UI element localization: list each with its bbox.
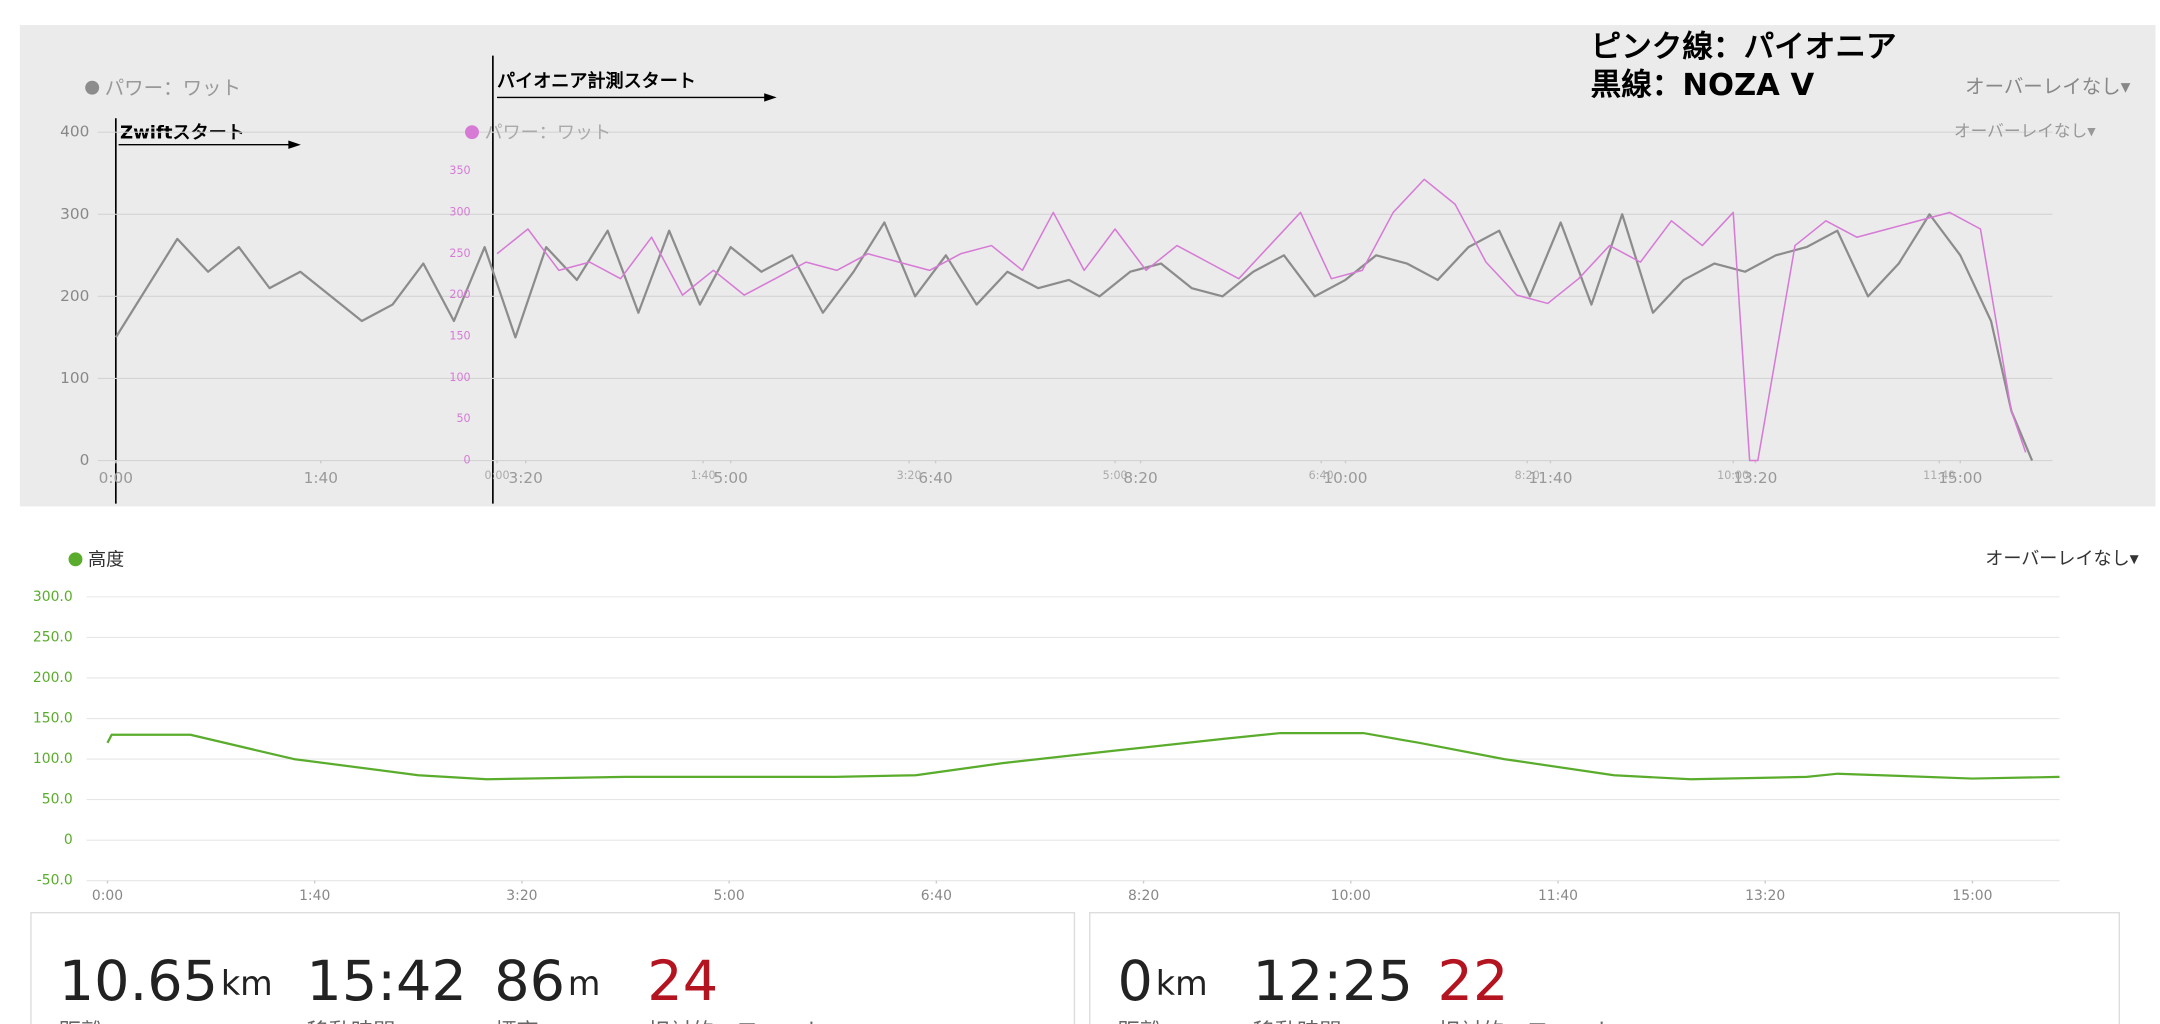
stat-value: 15:42 [306, 949, 466, 1014]
stat-number: 15:42 [306, 949, 466, 1014]
x-tick-label: 10:00 [1323, 469, 1367, 487]
stat-number: 12:25 [1253, 949, 1413, 1014]
y-tick-label: 300.0 [33, 589, 73, 605]
legend-marker [85, 80, 100, 95]
stat-label: 距離 [59, 1019, 104, 1024]
stat-unit: km [1156, 964, 1208, 1003]
x-tick-label: 11:40 [1923, 469, 1955, 482]
stats-panel [30, 912, 1076, 1024]
y-tick-label: 200 [60, 287, 89, 305]
y-tick-label: 0 [464, 454, 471, 467]
arrowhead [764, 93, 777, 102]
x-tick-label: 0:00 [92, 888, 123, 904]
y-tick-label: 250 [449, 247, 470, 260]
x-tick-label: 1:40 [691, 469, 716, 482]
annotation: Zwiftスタート [120, 123, 245, 144]
data-line [496, 178, 2027, 462]
y-tick-label: 200.0 [33, 670, 73, 686]
x-tick-label: 8:20 [1128, 888, 1159, 904]
annotation: 黒線：NOZA V [1591, 68, 1815, 103]
stat-label: 相対的エフォート [1438, 1019, 1616, 1024]
stat-label: 相対的エフォート [647, 1019, 825, 1024]
stat-value: 10.65 km [59, 949, 273, 1014]
y-tick-label: 300 [449, 205, 470, 218]
stat-label: 移動時間 [306, 1019, 395, 1024]
y-tick-label: 0 [64, 832, 73, 848]
stat-value: 12:25 [1253, 949, 1413, 1014]
legend-label: パワー：ワット [485, 123, 612, 144]
stat-unit: km [221, 964, 273, 1003]
x-tick-label: 0:00 [485, 469, 510, 482]
overlay-menu[interactable]: オーバーレイなし▾ [1965, 75, 2131, 98]
stats-panel [1089, 912, 2120, 1024]
x-tick-label: 3:20 [506, 888, 537, 904]
x-tick-label: 0:00 [99, 469, 133, 487]
y-tick-label: 150 [449, 329, 470, 342]
y-tick-label: 100 [449, 371, 470, 384]
x-tick-label: 3:20 [509, 469, 543, 487]
stat-label: 移動時間 [1253, 1019, 1342, 1024]
legend-marker [68, 552, 83, 567]
x-tick-label: 10:00 [1717, 469, 1749, 482]
data-line [114, 213, 2034, 461]
stat-value: 22 [1438, 949, 1509, 1014]
x-tick-label: 10:00 [1331, 888, 1371, 904]
stat-value: 24 [647, 949, 718, 1014]
x-tick-label: 8:20 [1123, 469, 1157, 487]
x-tick-label: 5:00 [714, 888, 745, 904]
stat-value: 86 m [494, 949, 600, 1014]
x-tick-label: 6:40 [921, 888, 952, 904]
stat-unit: m [568, 964, 601, 1003]
stat-value: 0 km [1118, 949, 1208, 1014]
y-tick-label: 200 [449, 288, 470, 301]
y-tick-label: 250.0 [33, 629, 73, 645]
stat-number: 22 [1438, 949, 1509, 1014]
legend-label: 高度 [88, 550, 124, 571]
y-tick-label: -50.0 [37, 873, 73, 889]
overlay-menu[interactable]: オーバーレイなし▾ [1954, 122, 2096, 141]
y-tick-label: 100 [60, 369, 89, 387]
arrowhead [288, 140, 301, 149]
y-tick-label: 50 [456, 412, 470, 425]
y-tick-label: 50.0 [42, 792, 73, 808]
annotation: パイオニア計測スタート [497, 70, 696, 92]
x-tick-label: 11:40 [1538, 888, 1578, 904]
data-line [106, 731, 2060, 781]
x-tick-label: 1:40 [299, 888, 330, 904]
x-tick-label: 8:20 [1515, 469, 1540, 482]
x-tick-label: 6:40 [918, 469, 952, 487]
x-tick-label: 5:00 [713, 469, 747, 487]
legend-marker [465, 125, 479, 140]
x-tick-label: 13:20 [1745, 888, 1785, 904]
y-tick-label: 350 [449, 164, 470, 177]
overlay-menu[interactable]: オーバーレイなし▾ [1985, 548, 2139, 569]
y-tick-label: 100.0 [33, 751, 73, 767]
stat-label: 標高 [494, 1019, 539, 1024]
stat-number: 24 [647, 949, 718, 1014]
x-tick-label: 15:00 [1952, 888, 1992, 904]
x-tick-label: 15:00 [1938, 469, 1982, 487]
x-tick-label: 11:40 [1528, 469, 1572, 487]
stat-label: 距離 [1118, 1019, 1163, 1024]
x-tick-label: 5:00 [1103, 469, 1128, 482]
y-tick-label: 0 [80, 451, 90, 469]
y-tick-label: 150.0 [33, 711, 73, 727]
x-tick-label: 3:20 [897, 469, 922, 482]
stat-number: 0 [1118, 949, 1153, 1014]
y-tick-label: 300 [60, 205, 89, 223]
legend-label: パワー：ワット [105, 77, 241, 100]
x-tick-label: 6:40 [1309, 469, 1334, 482]
stat-number: 10.65 [59, 949, 218, 1014]
stat-number: 86 [494, 949, 565, 1014]
y-tick-label: 400 [60, 123, 89, 141]
x-tick-label: 13:20 [1733, 469, 1777, 487]
annotation: ピンク線：パイオニア [1591, 30, 1897, 65]
x-tick-label: 1:40 [304, 469, 338, 487]
